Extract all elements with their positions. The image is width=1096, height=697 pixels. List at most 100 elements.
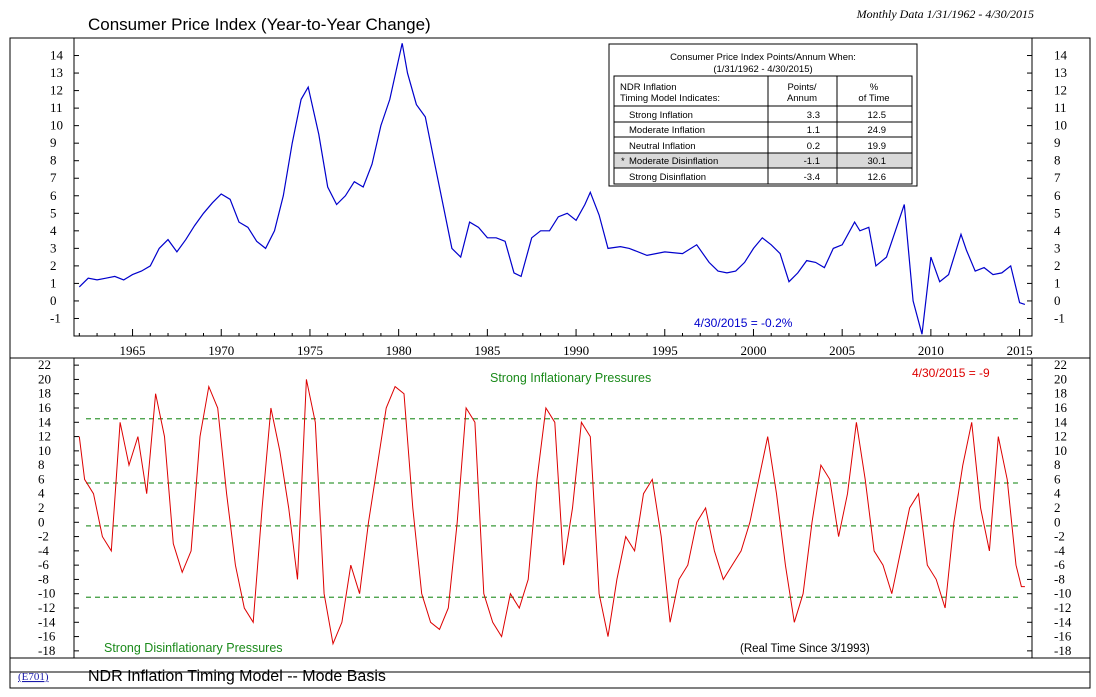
model-y-tick-label: 16 (38, 400, 52, 415)
model-y-tick-label: 10 (1054, 443, 1067, 458)
model-y-tick-label: 12 (1054, 429, 1067, 444)
model-y-tick-label: -18 (1054, 643, 1071, 658)
cpi-y-tick-label: 2 (1054, 258, 1061, 273)
cpi-y-tick-label: 8 (50, 153, 57, 168)
model-y-tick-label: -16 (1054, 629, 1072, 644)
cpi-y-tick-label: 9 (50, 135, 57, 150)
date-range: Monthly Data 1/31/1962 - 4/30/2015 (856, 7, 1034, 21)
cpi-y-tick-label: -1 (1054, 310, 1065, 325)
summary-table-row: Strong Disinflation -3.4 12.6 (629, 172, 886, 183)
cpi-x-tick-label: 1965 (120, 343, 146, 358)
model-y-tick-label: -4 (38, 543, 49, 558)
col-model-header: NDR Inflation (620, 82, 677, 93)
cpi-y-tick-label: 4 (50, 223, 57, 238)
row-label: Strong Inflation (629, 110, 693, 121)
model-y-tick-label: 12 (38, 429, 51, 444)
model-y-tick-label: 14 (38, 414, 52, 429)
model-y-tick-label: 8 (38, 457, 45, 472)
cpi-x-tick-label: 1985 (474, 343, 500, 358)
footer-title: NDR Inflation Timing Model -- Mode Basis (88, 668, 386, 685)
cpi-y-tick-label: 11 (1054, 100, 1067, 115)
model-last-value-annotation: 4/30/2015 = -9 (912, 366, 990, 380)
cpi-x-tick-label: 2015 (1007, 343, 1033, 358)
cpi-y-tick-label: 14 (1054, 48, 1068, 63)
row-label: Moderate Inflation (629, 125, 705, 136)
cpi-y-tick-label: 10 (50, 118, 63, 133)
model-y-tick-label: 22 (38, 357, 51, 372)
model-y-tick-label: -10 (1054, 586, 1071, 601)
row-pct: 30.1 (868, 156, 887, 167)
model-y-tick-label: -2 (38, 529, 49, 544)
col-points-header-2: Annum (787, 93, 817, 104)
strong-disinflation-zone-label: Strong Disinflationary Pressures (104, 641, 283, 655)
cpi-y-tick-label: 0 (50, 293, 57, 308)
col-model-header-2: Timing Model Indicates: (620, 93, 720, 104)
cpi-series-line (78, 43, 1026, 335)
cpi-x-tick-label: 2010 (918, 343, 944, 358)
current-state-marker: * (621, 156, 625, 167)
cpi-y-tick-label: -1 (50, 310, 61, 325)
cpi-x-tick-label: 1975 (297, 343, 323, 358)
model-y-tick-label: 20 (1054, 371, 1067, 386)
cpi-y-tick-label: 10 (1054, 118, 1067, 133)
row-points: 3.3 (807, 110, 820, 121)
summary-table-row: Strong Inflation 3.3 12.5 (629, 110, 886, 121)
summary-table-row: * Moderate Disinflation -1.1 30.1 (621, 156, 886, 167)
model-y-tick-label: 20 (38, 371, 51, 386)
model-y-tick-label: 22 (1054, 357, 1067, 372)
chart-code-link[interactable]: (E701) (18, 671, 49, 683)
cpi-y-tick-label: 3 (1054, 240, 1061, 255)
row-label: Neutral Inflation (629, 141, 696, 152)
model-y-tick-label: 6 (1054, 471, 1061, 486)
cpi-y-tick-label: 12 (50, 83, 63, 98)
model-plot-area (73, 357, 1033, 659)
chart-canvas: Consumer Price Index (Year-to-Year Chang… (9, 7, 1091, 689)
cpi-y-tick-label: 11 (50, 100, 63, 115)
cpi-y-tick-label: 9 (1054, 135, 1061, 150)
model-y-tick-label: 8 (1054, 457, 1061, 472)
model-y-tick-label: 10 (38, 443, 51, 458)
cpi-plot-area (73, 37, 1033, 337)
page-title: Consumer Price Index (Year-to-Year Chang… (88, 15, 431, 34)
row-label: Strong Disinflation (629, 172, 706, 183)
cpi-last-value-annotation: 4/30/2015 = -0.2% (694, 316, 793, 330)
col-pct-header: % (870, 82, 879, 93)
cpi-y-tick-label: 3 (50, 240, 57, 255)
model-y-tick-label: -6 (38, 557, 49, 572)
model-y-tick-label: -10 (38, 586, 55, 601)
model-y-axis-right: 2220181614121086420-2-4-6-8-10-12-14-16-… (1027, 357, 1072, 658)
model-y-tick-label: -16 (38, 629, 56, 644)
row-pct: 24.9 (868, 125, 887, 136)
model-y-tick-label: 0 (38, 514, 45, 529)
cpi-x-axis: 1965 1970 1975 1980 1985 1990 1995 2000 2005 2010… (78, 329, 1033, 358)
cpi-y-tick-label: 5 (1054, 205, 1061, 220)
col-pct-header-2: of Time (858, 93, 889, 104)
model-series-line (78, 379, 1025, 646)
cpi-x-tick-label: 1970 (208, 343, 234, 358)
cpi-x-tick-label: 1990 (563, 343, 589, 358)
cpi-y-tick-label: 7 (50, 170, 57, 185)
model-y-tick-label: 14 (1054, 414, 1068, 429)
threshold-lines (86, 418, 1020, 598)
chart-frame: Consumer Price Index (Year-to-Year Chang… (8, 0, 1092, 692)
row-pct: 12.6 (868, 172, 887, 183)
model-y-tick-label: -8 (38, 571, 49, 586)
summary-table: Consumer Price Index Points/Annum When: … (608, 43, 918, 187)
model-y-tick-label: 16 (1054, 400, 1068, 415)
cpi-y-tick-label: 0 (1054, 293, 1061, 308)
cpi-x-tick-label: 2000 (740, 343, 766, 358)
row-points: 1.1 (807, 125, 820, 136)
summary-table-row: Neutral Inflation 0.2 19.9 (629, 141, 886, 152)
model-y-tick-label: 2 (38, 500, 45, 515)
model-y-tick-label: -18 (38, 643, 55, 658)
summary-table-period: (1/31/1962 - 4/30/2015) (713, 64, 812, 75)
cpi-y-tick-label: 2 (50, 258, 57, 273)
row-label: Moderate Disinflation (629, 156, 718, 167)
cpi-x-tick-label: 1980 (386, 343, 412, 358)
cpi-y-tick-label: 5 (50, 205, 57, 220)
row-points: 0.2 (807, 141, 820, 152)
row-points: -1.1 (804, 156, 820, 167)
model-y-tick-label: 18 (1054, 386, 1067, 401)
model-y-tick-label: -12 (38, 600, 55, 615)
model-y-tick-label: 18 (38, 386, 51, 401)
